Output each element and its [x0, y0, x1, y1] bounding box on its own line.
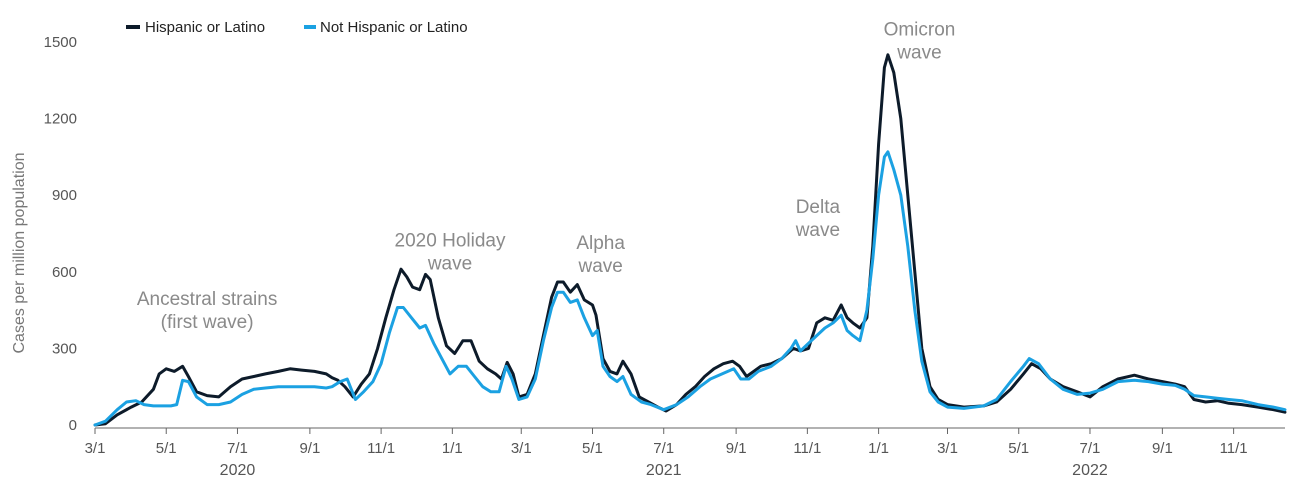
- series-line-hispanic: [93, 53, 1287, 427]
- annotations: Ancestral strains (first wave) 2020 Holida…: [137, 20, 955, 333]
- series-line-not-hispanic: [93, 150, 1287, 427]
- wave-annotation: 2020 Holiday wave: [395, 230, 506, 274]
- x-tick-label: 9/1: [1152, 440, 1173, 457]
- x-year-label: 2020: [220, 462, 256, 479]
- x-tick-label: 11/1: [793, 440, 821, 457]
- x-tick-label: 9/1: [726, 440, 747, 457]
- x-tick-label: 3/1: [511, 440, 532, 457]
- y-axis: 0 300 600 900 1200 1500: [44, 34, 77, 434]
- x-tick-label: 1/1: [868, 440, 889, 457]
- x-tick-label: 5/1: [156, 440, 177, 457]
- x-tick-label: 7/1: [1080, 440, 1101, 457]
- x-tick-label: 1/1: [442, 440, 463, 457]
- y-tick-label: 1500: [44, 34, 77, 51]
- series-layer: [93, 53, 1287, 427]
- wave-annotation: Ancestral strains (first wave): [137, 289, 277, 333]
- y-tick-label: 0: [69, 417, 77, 434]
- x-tick-label: 11/1: [1220, 440, 1248, 457]
- wave-annotation: Omicron wave: [884, 20, 956, 64]
- y-tick-label: 1200: [44, 111, 77, 128]
- legend-item-hispanic: Hispanic or Latino: [126, 19, 265, 36]
- legend-label-hispanic: Hispanic or Latino: [145, 19, 265, 36]
- x-tick-label: 11/1: [367, 440, 395, 457]
- y-tick-label: 900: [52, 187, 77, 204]
- wave-annotation: Delta wave: [795, 197, 841, 241]
- x-year-label: 2021: [646, 462, 682, 479]
- x-tick-label: 5/1: [582, 440, 603, 457]
- x-tick-label: 7/1: [227, 440, 248, 457]
- x-tick-label: 3/1: [85, 440, 106, 457]
- y-axis-label: Cases per million population: [11, 153, 28, 354]
- legend-label-not-hispanic: Not Hispanic or Latino: [320, 19, 468, 36]
- x-tick-label: 5/1: [1008, 440, 1029, 457]
- x-tick-label: 3/1: [937, 440, 958, 457]
- y-tick-label: 600: [52, 264, 77, 281]
- legend-item-not-hispanic: Not Hispanic or Latino: [304, 19, 468, 36]
- wave-annotation: Alpha wave: [576, 233, 625, 277]
- x-year-label: 2022: [1072, 462, 1108, 479]
- legend: Hispanic or Latino Not Hispanic or Latin…: [126, 19, 468, 36]
- x-axis: 3/1 5/1 7/1 9/1 11/1 1/1 3/1 5/1 7/1 9/1 11/1 1/1 3/…: [85, 427, 1285, 479]
- x-tick-label: 9/1: [299, 440, 320, 457]
- y-tick-label: 300: [52, 340, 77, 357]
- x-tick-label: 7/1: [653, 440, 674, 457]
